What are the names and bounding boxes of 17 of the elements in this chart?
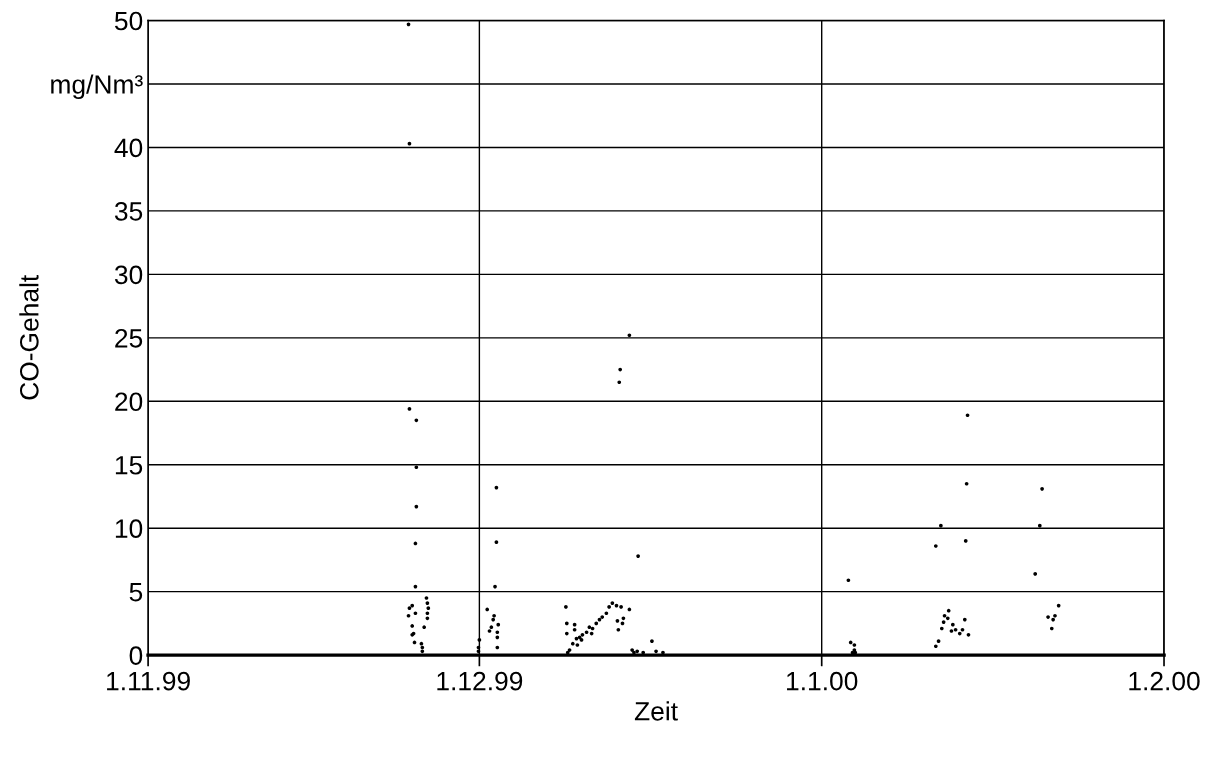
- y-tick-label: 50: [114, 11, 143, 31]
- x-tick-label: 1.12.99: [437, 671, 523, 691]
- y-axis-title: CO-Gehalt: [19, 274, 39, 400]
- y-tick-label: 5: [129, 583, 143, 602]
- y-tick-label: 0: [129, 646, 143, 665]
- x-tick-label: 1.2.00: [1129, 671, 1200, 691]
- x-axis-title: Zeit: [634, 701, 678, 721]
- y-tick-label: 40: [114, 138, 143, 158]
- y-tick-label: 35: [114, 202, 143, 221]
- x-tick-label: 1.1.00: [787, 671, 858, 691]
- y-tick-label: 30: [114, 265, 143, 285]
- y-tick-label: 25: [115, 328, 143, 348]
- x-tick-label: 1.11.99: [107, 671, 190, 691]
- y-tick-label: mg/Nm³: [51, 74, 143, 100]
- y-tick-label: 20: [115, 392, 143, 412]
- y-tick-label: 10: [115, 519, 143, 539]
- y-tick-label: 15: [115, 456, 143, 475]
